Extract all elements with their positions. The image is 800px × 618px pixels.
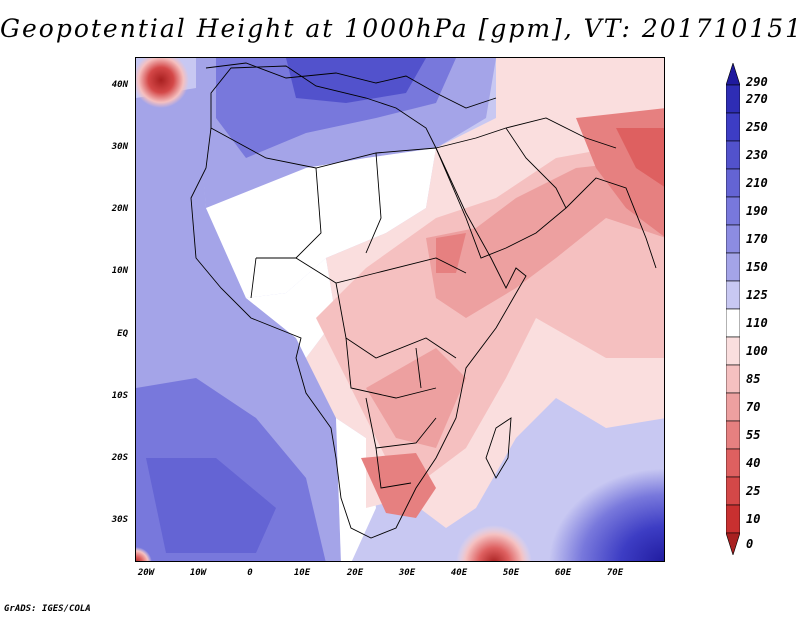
colorbar-swatch-250 (726, 112, 740, 142)
colorbar-label-250: 250 (746, 120, 768, 134)
field-low-northwest (136, 58, 189, 108)
lon-label-10e: 10E (293, 568, 311, 578)
field-med-high-center (286, 58, 426, 103)
map-title: Geopotential Height at 1000hPa [gpm], VT… (0, 14, 800, 43)
lon-label-20e: 20E (346, 568, 364, 578)
field-atlantic-high-center (146, 458, 276, 553)
field-low-southwest (136, 547, 152, 561)
lat-label-10n: 10N (111, 266, 128, 276)
lon-label-70e: 70E (606, 568, 624, 578)
lon-label-30e: 30E (398, 568, 416, 578)
colorbar-label-170: 170 (746, 232, 768, 246)
lat-label-30n: 30N (111, 142, 128, 152)
colorbar-label-270: 270 (746, 92, 768, 106)
colorbar-label-25: 25 (746, 484, 761, 498)
field-low-south (456, 525, 532, 561)
lat-label-40n: 40N (111, 80, 128, 90)
lat-label-eq: EQ (117, 329, 128, 339)
colorbar-label-85: 85 (746, 372, 761, 386)
geopotential-field (136, 58, 664, 561)
colorbar-label-0: 0 (746, 537, 754, 551)
lat-label-20n: 20N (111, 204, 128, 214)
lon-label-20w: 20W (137, 568, 155, 578)
lat-label-20s: 20S (111, 453, 128, 463)
colorbar-label-230: 230 (746, 148, 768, 162)
colorbar-swatch-100 (726, 336, 740, 366)
colorbar-swatch-230 (726, 140, 740, 170)
coastlines (190, 62, 657, 539)
colorbar-swatch-55 (726, 420, 740, 450)
colorbar-label-150: 150 (746, 260, 768, 274)
colorbar-label-70: 70 (746, 400, 761, 414)
colorbar-swatch-10 (726, 504, 740, 534)
colorbar-swatch-290 (726, 63, 740, 86)
lon-label-40e: 40E (450, 568, 468, 578)
field-indian-ocean-high (536, 458, 664, 561)
lon-label-0: 0 (247, 568, 253, 578)
colorbar-swatch-0 (726, 532, 740, 555)
colorbar-label-210: 210 (746, 176, 768, 190)
colorbar-label-125: 125 (746, 288, 768, 302)
lat-label-30s: 30S (111, 515, 128, 525)
colorbar-label-10: 10 (746, 512, 761, 526)
field-arabia-low (426, 158, 664, 318)
map-plot-area (135, 57, 665, 562)
lon-label-50e: 50E (502, 568, 520, 578)
colorbar-label-190: 190 (746, 204, 768, 218)
lon-label-10w: 10W (189, 568, 207, 578)
colorbar-swatch-40 (726, 448, 740, 478)
grads-credit: GrADS: IGES/COLA (4, 604, 91, 614)
colorbar-swatch-270 (726, 84, 740, 114)
lon-label-60e: 60E (554, 568, 572, 578)
colorbar-swatch-125 (726, 280, 740, 310)
colorbar-swatch-25 (726, 476, 740, 506)
colorbar-swatch-210 (726, 168, 740, 198)
field-central-africa-low (366, 348, 466, 448)
colorbar-label-55: 55 (746, 428, 761, 442)
colorbar-label-40: 40 (746, 456, 761, 470)
field-ethiopia-low (436, 233, 466, 273)
colorbar-swatch-190 (726, 196, 740, 226)
field-neutral-guinea (246, 258, 336, 358)
colorbar-label-100: 100 (746, 344, 768, 358)
colorbar-swatch-85 (726, 364, 740, 394)
field-south-asia-core (616, 128, 664, 187)
colorbar-swatch-70 (726, 392, 740, 422)
colorbar (726, 63, 740, 555)
colorbar-swatch-170 (726, 224, 740, 254)
colorbar-label-290: 290 (746, 75, 768, 89)
colorbar-swatch-110 (726, 308, 740, 338)
colorbar-label-110: 110 (746, 316, 768, 330)
lat-label-10s: 10S (111, 391, 128, 401)
colorbar-swatch-150 (726, 252, 740, 282)
